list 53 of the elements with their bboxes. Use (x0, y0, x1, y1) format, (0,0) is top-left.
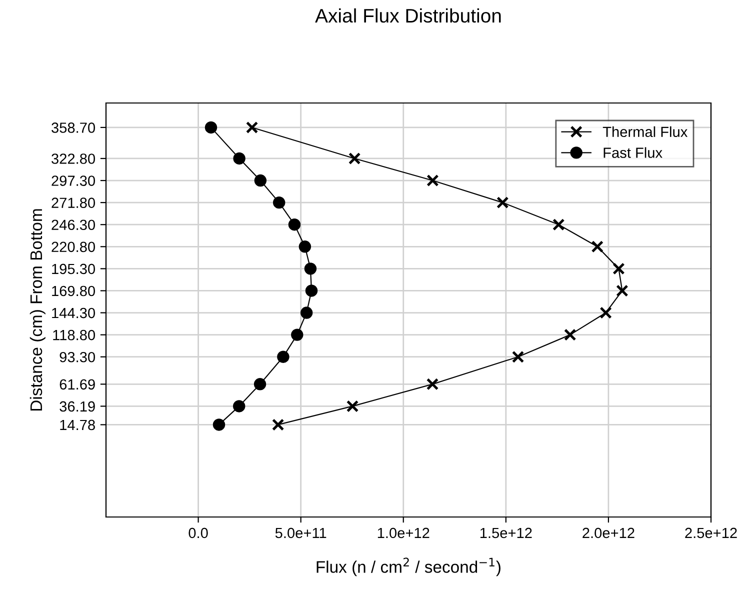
x-tick-label: 0.0 (188, 528, 208, 538)
point (346, 400, 359, 412)
y-tick-label: 358.70 (52, 122, 96, 133)
chart-title: Axial Flux Distribution (315, 8, 501, 23)
x-axis-title: Flux (n / cm$^{2}$ / second$^{−1}$) (316, 558, 500, 576)
point (300, 306, 313, 319)
y-tick-label: 118.80 (53, 330, 96, 340)
y-axis-title: Distance (cm) From Bottom (30, 209, 46, 410)
y-tick-label: 297.30 (52, 176, 96, 186)
point (496, 196, 509, 209)
point (591, 240, 604, 253)
point (612, 262, 625, 275)
point (233, 152, 246, 165)
legend-label: Fast Flux (604, 147, 662, 158)
y-tick-label: 169.80 (52, 286, 96, 296)
point (616, 284, 628, 297)
point (600, 306, 612, 319)
point (512, 350, 524, 363)
x-tick-label: 1.0e+12 (378, 528, 430, 538)
x-tick-label: 2.5e+12 (685, 528, 737, 538)
point (304, 262, 317, 275)
y-tick-label: 93.30 (60, 352, 96, 362)
point (254, 174, 267, 187)
y-tick-label: 322.80 (52, 154, 96, 164)
x-tick-label: 5.0e+11 (275, 528, 326, 538)
x-tick-label: 1.5e+12 (480, 528, 532, 538)
point (348, 152, 361, 165)
y-tick-label: 14.78 (60, 420, 95, 430)
point (232, 400, 246, 412)
point (288, 218, 301, 231)
point (212, 418, 226, 431)
y-tick-label: 246.30 (52, 220, 96, 230)
point (246, 121, 258, 134)
point (426, 378, 439, 390)
point (298, 240, 312, 253)
point (204, 121, 218, 134)
point (564, 328, 576, 341)
point (291, 328, 304, 341)
point (552, 218, 565, 231)
point (272, 418, 284, 431)
y-tick-label: 61.69 (60, 379, 95, 390)
point (426, 174, 439, 187)
point (277, 350, 290, 363)
x-tick-label: 2.0e+12 (582, 528, 634, 538)
y-tick-label: 195.30 (52, 264, 96, 274)
point (254, 378, 266, 390)
y-tick-label: 220.80 (52, 242, 96, 252)
point (272, 196, 286, 209)
legend-label: Thermal Flux (602, 126, 688, 138)
y-tick-label: 144.30 (52, 308, 96, 318)
y-tick-label: 271.80 (52, 198, 96, 208)
y-tick-label: 36.19 (60, 401, 95, 412)
point (305, 284, 318, 297)
